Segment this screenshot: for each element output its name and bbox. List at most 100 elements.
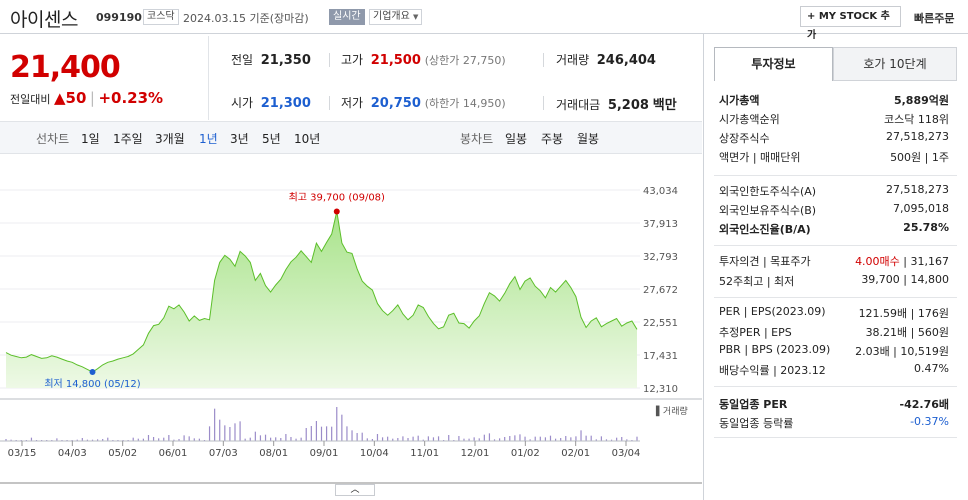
volume-bar (56, 438, 58, 441)
x-tick-label: 01/02 (511, 448, 540, 459)
volume-bar (417, 435, 419, 441)
y-tick-label: 32,793 (643, 252, 678, 263)
range-3y[interactable]: 3년 (230, 132, 249, 146)
info-key: 외국인보유주식수(B) (719, 204, 817, 217)
info-key: 외국인한도주식수(A) (719, 185, 817, 198)
y-tick-label: 17,431 (643, 351, 678, 362)
realtime-badge[interactable]: 실시간 (329, 9, 365, 25)
range-1y[interactable]: 1년 (199, 132, 218, 146)
opinion-row: 투자의견 | 목표주가 4.00매수 | 31,167 (719, 253, 949, 272)
stock-code: 099190 (96, 11, 142, 24)
price-line (5, 211, 638, 373)
volume-bar (142, 438, 144, 441)
chevron-up-icon: ︿ (350, 485, 360, 495)
info-row: 외국인보유주식수(B) 7,095,018 (719, 202, 949, 221)
volume-bar (554, 438, 557, 441)
volume-bar (570, 437, 572, 441)
volume-bar (208, 426, 211, 441)
volume-bar (371, 439, 373, 441)
volume-bar (376, 434, 379, 441)
max-label: 최고 39,700 (09/08) (289, 191, 385, 203)
range-3m[interactable]: 3개월 (155, 132, 185, 146)
market-badge: 코스닥 (143, 9, 179, 25)
volume-bar (331, 426, 333, 441)
volume-bar (565, 436, 567, 441)
volume-bar (534, 436, 536, 441)
volume-bar (254, 431, 256, 441)
volume-bar (244, 438, 246, 441)
volume-bar (275, 437, 277, 441)
range-1w[interactable]: 1주일 (113, 132, 143, 146)
volume-bar (621, 437, 623, 441)
info-row: 추정PER | EPS 38.21배 | 560원 (719, 324, 949, 343)
x-tick-label: 03/04 (612, 448, 641, 459)
info-key: PER | EPS(2023.09) (719, 305, 826, 318)
volume-bar (91, 439, 94, 441)
volume-bar (473, 437, 475, 441)
chart-range-bar (0, 121, 702, 154)
candle-daily[interactable]: 일봉 (505, 132, 528, 146)
volume-bar (76, 439, 78, 441)
volume-bar (30, 437, 33, 441)
volume-bar (549, 435, 552, 441)
volume-bar (610, 439, 613, 441)
volume-bar (483, 434, 485, 441)
candle-monthly[interactable]: 월봉 (577, 132, 600, 146)
info-row: 시가총액 5,889억원 (719, 92, 949, 111)
volume-bar (544, 437, 547, 441)
y-tick-label: 27,672 (643, 285, 678, 296)
x-tick-label: 06/01 (159, 448, 188, 459)
info-value: 27,518,273 (886, 183, 949, 196)
tab-investment-info[interactable]: 투자정보 (714, 47, 833, 81)
quick-order-link[interactable]: 빠른주문 (914, 12, 955, 25)
x-tick-label: 05/02 (108, 448, 137, 459)
range-1d[interactable]: 1일 (81, 132, 100, 146)
volume-bar (158, 438, 160, 441)
x-tick-label: 08/01 (259, 448, 288, 459)
opinion-buy: 4.00매수 (855, 255, 900, 268)
volume-bar (341, 414, 343, 441)
volume-bar (560, 438, 562, 441)
volume-bar (524, 436, 526, 441)
sector-rate-row: 동일업종 등락률 -0.37% (719, 415, 949, 430)
volume-bar (626, 439, 628, 441)
volume-bar (519, 434, 521, 441)
info-value: 500원 | 1주 (890, 151, 949, 164)
info-value: 코스닥 118위 (884, 113, 949, 126)
volume-bar (300, 437, 302, 441)
volume-bar (575, 436, 577, 441)
min-label: 최저 14,800 (05/12) (44, 378, 140, 390)
x-tick-label: 10/04 (360, 448, 389, 459)
tab-orderbook[interactable]: 호가 10단계 (833, 47, 957, 81)
add-mystock-button[interactable]: + MY STOCK 추가 (800, 6, 901, 41)
company-overview-dropdown[interactable]: 기업개요 ▼ (369, 9, 423, 25)
info-row: PER | EPS(2023.09) 121.59배 | 176원 (719, 305, 949, 324)
y-tick-label: 22,551 (643, 318, 678, 329)
volume-bar (458, 436, 460, 441)
volume-bar (499, 438, 501, 441)
volume-bar (102, 439, 104, 441)
candle-weekly[interactable]: 주봉 (541, 132, 564, 146)
volume-bar (392, 438, 394, 441)
open-price: 시가 21,300 (231, 96, 311, 111)
volume-bar (478, 438, 480, 441)
prev-close: 전일 21,350 (231, 53, 311, 68)
volume-bar (514, 435, 516, 441)
volume-bar (285, 434, 287, 441)
volume-bar (173, 439, 175, 441)
chevron-down-icon: ▼ (413, 13, 419, 21)
range-5y[interactable]: 5년 (262, 132, 281, 146)
volume-bar (580, 430, 582, 441)
info-row: 외국인한도주식수(A) 27,518,273 (719, 183, 949, 202)
price-chart: 최고 39,700 (09/08) 최저 14,800 (05/12) 43,0… (0, 186, 702, 484)
info-value: 5,889억원 (893, 94, 949, 107)
investment-info-panel (703, 34, 968, 500)
base-date: 2024.03.15 기준(장마감) (183, 12, 309, 25)
volume-bar (366, 438, 368, 441)
x-tick-label: 02/01 (561, 448, 590, 459)
price-change: 전일대비 ▲50 | +0.23% (10, 89, 164, 107)
target-price: | 31,167 (903, 255, 949, 268)
range-10y[interactable]: 10년 (294, 132, 321, 146)
volume-bar (10, 439, 12, 441)
collapse-chart-button[interactable]: ︿ (335, 484, 375, 496)
